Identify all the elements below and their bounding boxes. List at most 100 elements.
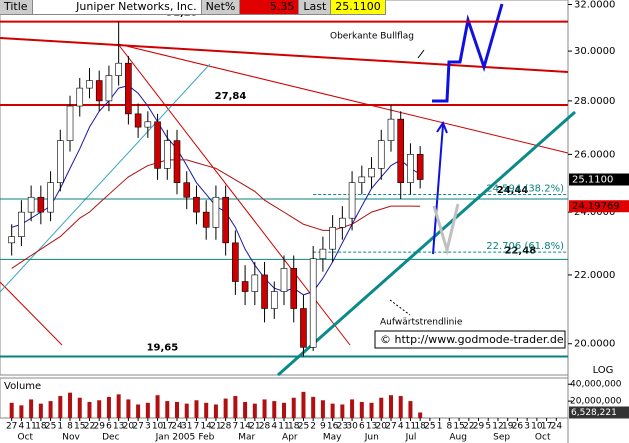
- price-tag-label: 24.19769: [572, 201, 620, 212]
- x-tick-label: 18: [35, 422, 47, 432]
- month-label: Oct: [18, 433, 34, 443]
- candle-body: [290, 268, 298, 309]
- candle-body: [212, 196, 220, 228]
- x-tick-label: 27: [6, 422, 17, 432]
- x-tick-label: 31: [181, 422, 192, 432]
- level-label: 19,65: [147, 342, 179, 353]
- x-tick-label: 20: [123, 422, 135, 432]
- x-tick-label: 24: [551, 422, 563, 432]
- volume-bar: [388, 395, 393, 418]
- volume-bar: [243, 401, 248, 418]
- candle-body: [270, 291, 278, 309]
- y-tick-label: 32.0000: [574, 0, 615, 10]
- price-tag: [569, 200, 629, 213]
- x-tick-label: 11: [25, 422, 36, 432]
- volume-bar: [301, 391, 306, 418]
- month-label: Aug: [449, 433, 467, 443]
- x-tick-label: 13: [113, 422, 124, 432]
- candle-body: [193, 196, 200, 213]
- x-tick-label: 16: [327, 422, 339, 432]
- month-label: Jan 2005: [155, 433, 196, 443]
- volume-bar: [233, 396, 238, 418]
- x-tick-label: 9: [320, 422, 326, 432]
- x-tick-label: 22: [463, 422, 474, 432]
- x-tick-label: 11: [278, 422, 289, 432]
- candle-body: [387, 118, 395, 141]
- month-label: Oct: [535, 433, 551, 443]
- month-label: May: [323, 433, 342, 443]
- volume-bar: [116, 394, 121, 418]
- candle-body: [37, 196, 45, 213]
- last: 25.1100: [331, 0, 386, 14]
- volume-bar: [282, 402, 286, 418]
- volume-bar: [223, 398, 228, 418]
- candle-body: [163, 140, 171, 169]
- y-tick-label: 20.0000: [574, 339, 615, 350]
- x-tick-label: 1: [437, 422, 443, 432]
- y-tick-label: 26.0000: [574, 149, 615, 160]
- candle-body: [27, 196, 35, 213]
- x-tick-label: 27: [132, 422, 143, 432]
- x-tick-label: 6: [359, 422, 365, 432]
- candle-body: [339, 217, 346, 228]
- volume-tick-label: 20,000,000: [570, 397, 622, 407]
- bullflag-line: [0, 37, 569, 73]
- volume-bar: [340, 404, 345, 418]
- x-tick-label: 17: [162, 422, 173, 432]
- candle-body: [241, 281, 249, 292]
- volume-bar: [165, 401, 170, 418]
- volume-label: Volume: [4, 381, 41, 392]
- candle-body: [202, 211, 210, 228]
- volume-bar: [398, 396, 403, 418]
- x-tick-label: 11: [405, 422, 416, 432]
- volume-bar: [77, 397, 82, 418]
- volume-bar: [262, 399, 267, 418]
- candle-body: [407, 154, 414, 183]
- candle-body: [251, 274, 259, 292]
- x-tick-label: 25: [298, 422, 309, 432]
- net-label: Net%: [201, 0, 241, 14]
- teal-trendline: [0, 63, 211, 293]
- candle-body: [183, 182, 191, 198]
- pointer: [389, 299, 411, 316]
- volume-bar: [68, 392, 73, 418]
- x-tick-label: 30: [346, 422, 358, 432]
- volume-bar: [38, 403, 43, 418]
- month-label: Mar: [238, 433, 255, 443]
- candle-body: [57, 140, 64, 183]
- price-pane: [0, 0, 569, 376]
- month-label: Nov: [62, 433, 80, 443]
- y-tick-label: 28.0000: [574, 96, 615, 107]
- candle-body: [18, 211, 25, 237]
- volume-bar: [87, 401, 92, 418]
- x-tick-label: 8: [446, 422, 452, 432]
- x-tick-label: 24: [171, 422, 183, 432]
- annotation: Aufwärtstrendlinie: [380, 318, 463, 328]
- x-tick-label: 25: [424, 422, 435, 432]
- x-tick-label: 8: [67, 422, 73, 432]
- down-trendline: [117, 43, 569, 154]
- x-tick-label: 4: [271, 422, 277, 432]
- projection-arrow: [432, 3, 504, 103]
- month-label: Jul: [405, 433, 417, 443]
- volume-bar: [19, 405, 24, 418]
- volume-bar: [418, 412, 423, 418]
- candle-body: [368, 168, 375, 178]
- candle-body: [173, 140, 181, 183]
- price-tag-label: 25.1100: [572, 175, 613, 186]
- credit: © http://www.godmode-trader.de: [380, 333, 564, 346]
- x-tick-label: 23: [337, 422, 348, 432]
- volume-bar: [136, 404, 141, 418]
- month-label: Sep: [493, 433, 510, 443]
- volume-bar: [379, 397, 384, 418]
- name: Juniper Networks, Inc.: [32, 0, 202, 14]
- x-tick-label: 17: [541, 422, 552, 432]
- volume-bar: [252, 403, 257, 418]
- x-tick-label: 25: [45, 422, 56, 432]
- candle-body: [76, 87, 84, 107]
- pointer: [417, 49, 425, 59]
- volume-bar: [359, 401, 364, 418]
- volume-bar: [29, 399, 34, 418]
- x-tick-label: 4: [19, 422, 25, 432]
- red-line: [0, 281, 63, 346]
